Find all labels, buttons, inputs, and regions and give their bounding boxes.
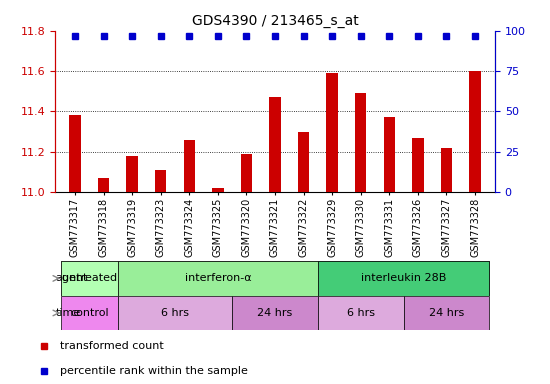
Bar <box>184 140 195 192</box>
Bar <box>355 93 366 192</box>
Bar <box>98 178 109 192</box>
Text: agent: agent <box>56 273 88 283</box>
Text: 6 hrs: 6 hrs <box>346 308 375 318</box>
Bar <box>270 97 280 192</box>
Text: percentile rank within the sample: percentile rank within the sample <box>60 366 249 376</box>
Bar <box>155 170 167 192</box>
Text: untreated: untreated <box>62 273 117 283</box>
Bar <box>60 296 118 330</box>
Text: interleukin 28B: interleukin 28B <box>361 273 446 283</box>
Bar <box>383 118 395 192</box>
Bar <box>441 147 452 192</box>
Text: 24 hrs: 24 hrs <box>429 308 464 318</box>
Bar <box>212 188 223 192</box>
Text: 24 hrs: 24 hrs <box>257 308 293 318</box>
Text: control: control <box>70 308 108 318</box>
Bar <box>469 71 481 192</box>
Bar <box>232 296 318 330</box>
Bar <box>60 261 118 296</box>
Bar <box>318 296 404 330</box>
Bar <box>241 154 252 192</box>
Bar <box>118 296 232 330</box>
Bar <box>118 261 318 296</box>
Text: time: time <box>56 308 81 318</box>
Bar <box>327 73 338 192</box>
Bar <box>298 131 309 192</box>
Text: transformed count: transformed count <box>60 341 164 351</box>
Bar <box>318 261 490 296</box>
Text: interferon-α: interferon-α <box>185 273 251 283</box>
Title: GDS4390 / 213465_s_at: GDS4390 / 213465_s_at <box>191 14 359 28</box>
Bar <box>404 296 490 330</box>
Bar <box>126 156 138 192</box>
Bar <box>412 137 424 192</box>
Bar <box>69 115 81 192</box>
Text: 6 hrs: 6 hrs <box>161 308 189 318</box>
